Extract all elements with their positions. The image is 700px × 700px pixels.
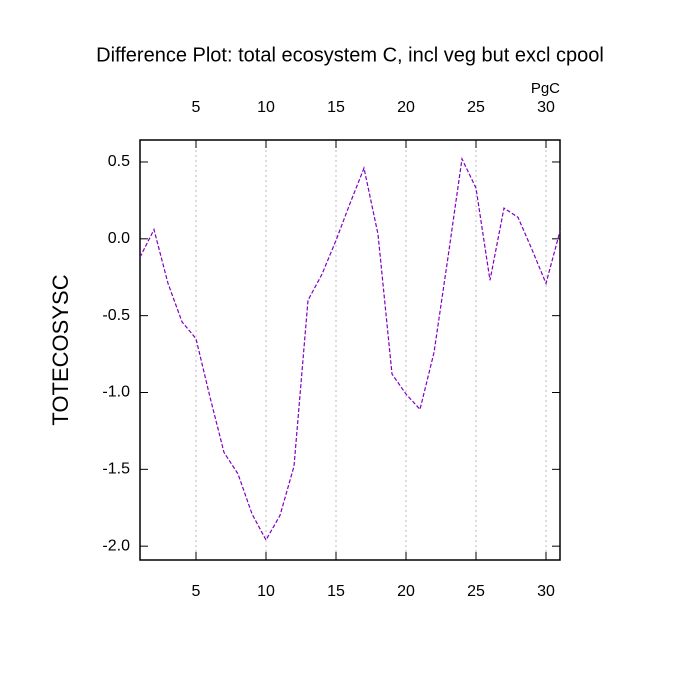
y-tick-label: -1.5 bbox=[102, 461, 130, 478]
y-tick-label: -1.0 bbox=[102, 384, 130, 401]
x-tick-label: 5 bbox=[192, 583, 201, 600]
x-tick-label: 20 bbox=[397, 583, 415, 600]
x-tick-label-top: 5 bbox=[192, 99, 201, 116]
y-tick-label: 0.5 bbox=[108, 153, 130, 170]
x-tick-label: 15 bbox=[327, 583, 345, 600]
data-line bbox=[139, 156, 561, 542]
x-tick-label-top: 30 bbox=[537, 99, 555, 116]
x-tick-label-top: 15 bbox=[327, 99, 345, 116]
x-tick-label: 30 bbox=[537, 583, 555, 600]
y-axis-label: TOTECOSYSC bbox=[48, 274, 73, 425]
y-tick-label: 0.0 bbox=[108, 230, 130, 247]
x-tick-label-top: 20 bbox=[397, 99, 415, 116]
y-tick-label: -0.5 bbox=[102, 307, 130, 324]
y-tick-label: -2.0 bbox=[102, 537, 130, 554]
plot-frame bbox=[139, 139, 561, 561]
x-tick-label: 25 bbox=[467, 583, 485, 600]
x-tick-label-top: 10 bbox=[257, 99, 275, 116]
x-tick-label-top: 25 bbox=[467, 99, 485, 116]
chart-title: Difference Plot: total ecosystem C, incl… bbox=[96, 44, 604, 66]
x-tick-label: 10 bbox=[257, 583, 275, 600]
top-axis-label: PgC bbox=[531, 80, 560, 97]
